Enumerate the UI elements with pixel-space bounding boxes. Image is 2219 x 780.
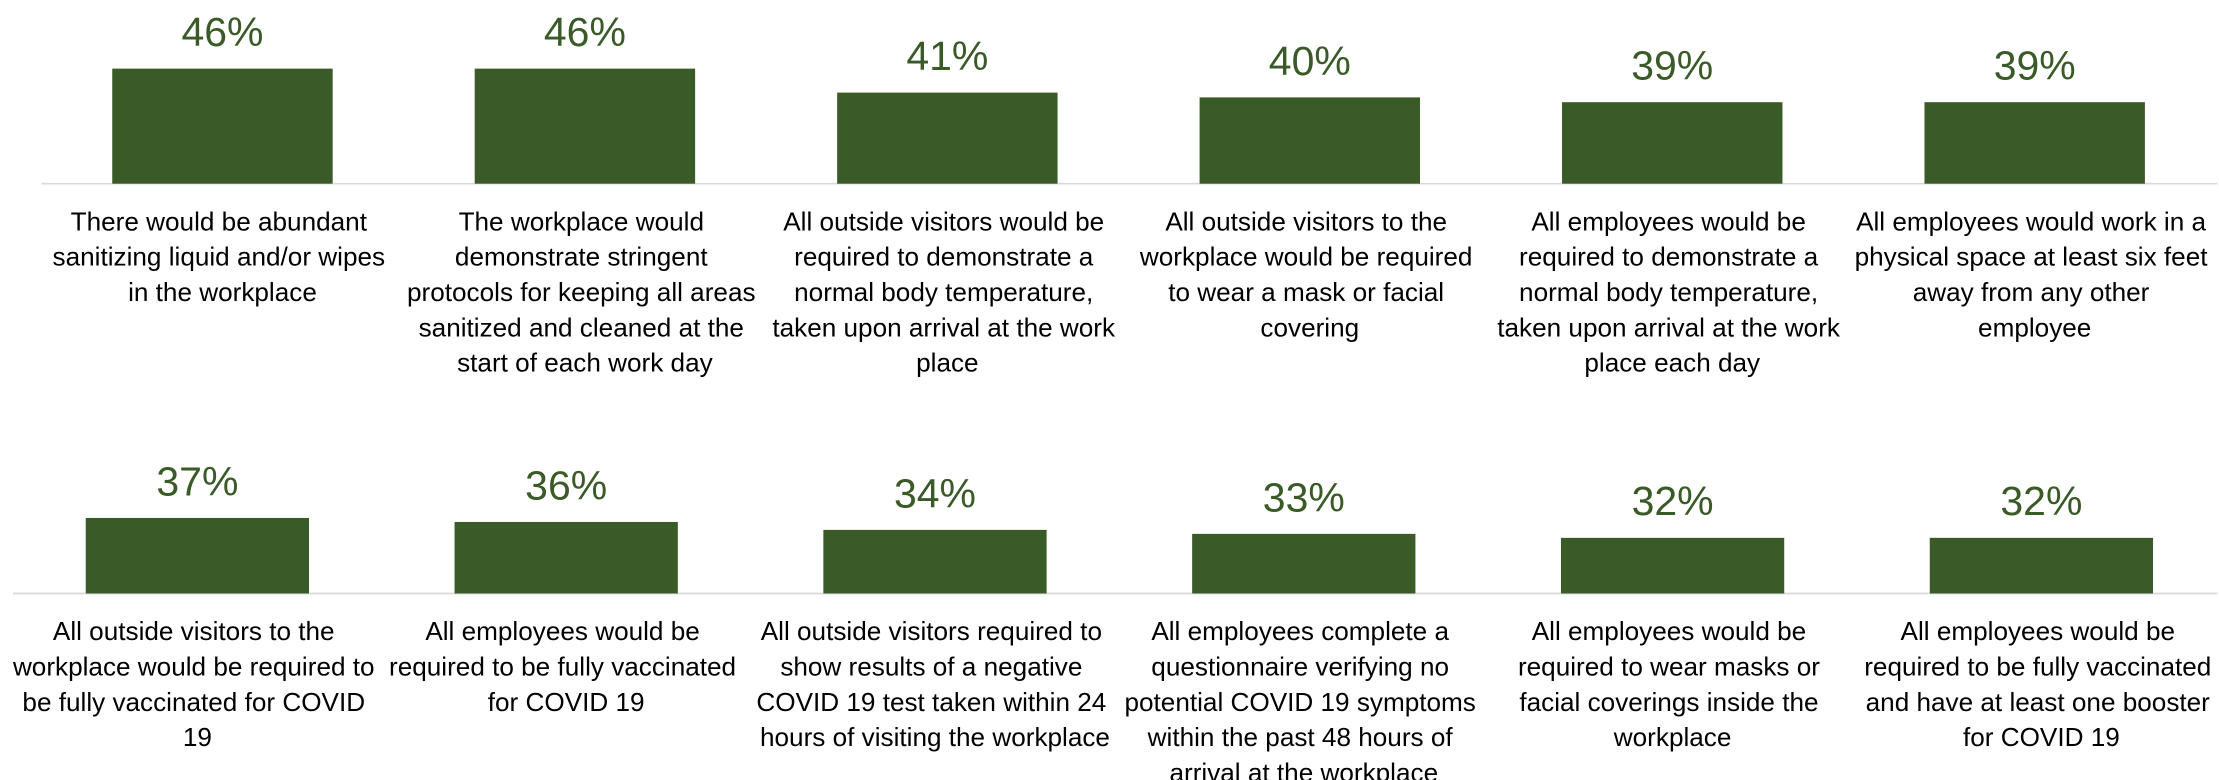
label-line: within the past 48 hours of xyxy=(1147,722,1460,752)
label-line: The workplace would xyxy=(459,206,712,236)
bar xyxy=(112,68,333,184)
label-line: All employees complete a xyxy=(1151,616,1456,646)
category-label: All employees would be required to be fu… xyxy=(1864,616,2218,752)
label-line: All employees would be xyxy=(425,616,707,646)
value-label: 37% xyxy=(156,458,238,504)
category-label: All employees would be required to be fu… xyxy=(389,616,743,717)
label-line: taken upon arrival at the work xyxy=(1497,312,1847,342)
category-label: All employees would work in a physical s… xyxy=(1855,206,2215,342)
label-line: for COVID 19 xyxy=(1963,722,2120,752)
label-line: required to wear masks or xyxy=(1518,651,1827,681)
value-label: 32% xyxy=(1632,478,1714,524)
label-line: All employees would work in a xyxy=(1856,206,2213,236)
bar xyxy=(1192,533,1416,594)
label-line: All employees would be xyxy=(1532,616,1814,646)
value-label: 34% xyxy=(894,470,976,516)
label-line: hours of visiting the workplace xyxy=(760,722,1110,752)
value-label: 32% xyxy=(2000,478,2082,524)
label-line: workplace would be required to xyxy=(12,651,382,681)
label-line: All outside visitors to the xyxy=(1165,206,1454,236)
value-label: 40% xyxy=(1269,38,1351,84)
label-line: arrival at the workplace xyxy=(1169,757,1438,780)
label-line: normal body temperature, xyxy=(794,277,1100,307)
label-line: and have at least one booster xyxy=(1866,687,2217,717)
label-line: All outside visitors to the xyxy=(53,616,342,646)
label-line: normal body temperature, xyxy=(1519,277,1825,307)
label-line: questionnaire verifying no xyxy=(1151,651,1456,681)
label-line: facial coverings inside the xyxy=(1519,687,1825,717)
label-line: place each day xyxy=(1584,348,1761,378)
label-line: taken upon arrival at the work xyxy=(772,312,1122,342)
label-line: be fully vaccinated for COVID xyxy=(22,687,372,717)
bar xyxy=(85,517,310,594)
bar xyxy=(474,68,696,184)
value-label: 46% xyxy=(544,9,626,55)
label-line: workplace would be required xyxy=(1139,242,1480,272)
label-line: required to be fully vaccinated xyxy=(1864,651,2218,681)
label-line: All employees would be xyxy=(1901,616,2183,646)
bar xyxy=(823,529,1047,594)
category-label: All outside visitors to the workplace wo… xyxy=(1139,206,1480,342)
label-line: place xyxy=(916,348,978,378)
label-line: to wear a mask or facial xyxy=(1168,277,1451,307)
label-line: All outside visitors required to xyxy=(761,616,1109,646)
category-label: All outside visitors to the workplace wo… xyxy=(12,616,382,752)
label-line: employee xyxy=(1978,312,2091,342)
category-label: All employees would be required to demon… xyxy=(1497,206,1847,377)
label-line: potential COVID 19 symptoms xyxy=(1124,687,1483,717)
value-label: 41% xyxy=(906,33,988,79)
label-line: workplace xyxy=(1613,722,1732,752)
label-line: required to demonstrate a xyxy=(794,242,1100,272)
category-label: All employees would be required to wear … xyxy=(1518,616,1827,752)
value-label: 36% xyxy=(525,462,607,508)
label-line: required to be fully vaccinated xyxy=(389,651,743,681)
label-line: away from any other xyxy=(1913,277,2157,307)
bar xyxy=(1562,102,1783,184)
label-line: All outside visitors would be xyxy=(783,206,1111,236)
value-label: 33% xyxy=(1263,474,1345,520)
bar xyxy=(1560,537,1785,594)
bar xyxy=(1199,97,1421,184)
label-line: 19 xyxy=(183,722,212,752)
category-label: All outside visitors would be required t… xyxy=(772,206,1122,377)
label-line: All employees would be xyxy=(1531,206,1813,236)
category-label: The workplace would demonstrate stringen… xyxy=(407,206,763,377)
label-line: demonstrate stringent xyxy=(455,242,715,272)
label-line: physical space at least six feet xyxy=(1855,242,2215,272)
value-label: 39% xyxy=(1631,43,1713,89)
label-line: required to demonstrate a xyxy=(1519,242,1825,272)
category-label: All outside visitors required to show re… xyxy=(756,616,1113,752)
label-line: covering xyxy=(1260,312,1359,342)
label-line: sanitized and cleaned at the xyxy=(419,312,752,342)
label-line: sanitizing liquid and/or wipes xyxy=(53,242,393,272)
label-line: for COVID 19 xyxy=(488,687,645,717)
category-label: All employees complete a questionnaire v… xyxy=(1124,616,1483,780)
category-label: There would be abundant sanitizing liqui… xyxy=(53,206,393,307)
bar xyxy=(1929,537,2154,594)
bar xyxy=(1924,102,2145,184)
label-line: show results of a negative xyxy=(780,651,1089,681)
label-line: in the workplace xyxy=(128,277,317,307)
value-label: 46% xyxy=(181,9,263,55)
bar xyxy=(837,92,1058,184)
label-line: COVID 19 test taken within 24 xyxy=(756,687,1113,717)
value-label: 39% xyxy=(1994,43,2076,89)
label-line: protocols for keeping all areas xyxy=(407,277,763,307)
label-line: start of each work day xyxy=(457,348,713,378)
bar xyxy=(454,521,678,594)
label-line: There would be abundant xyxy=(71,206,375,236)
